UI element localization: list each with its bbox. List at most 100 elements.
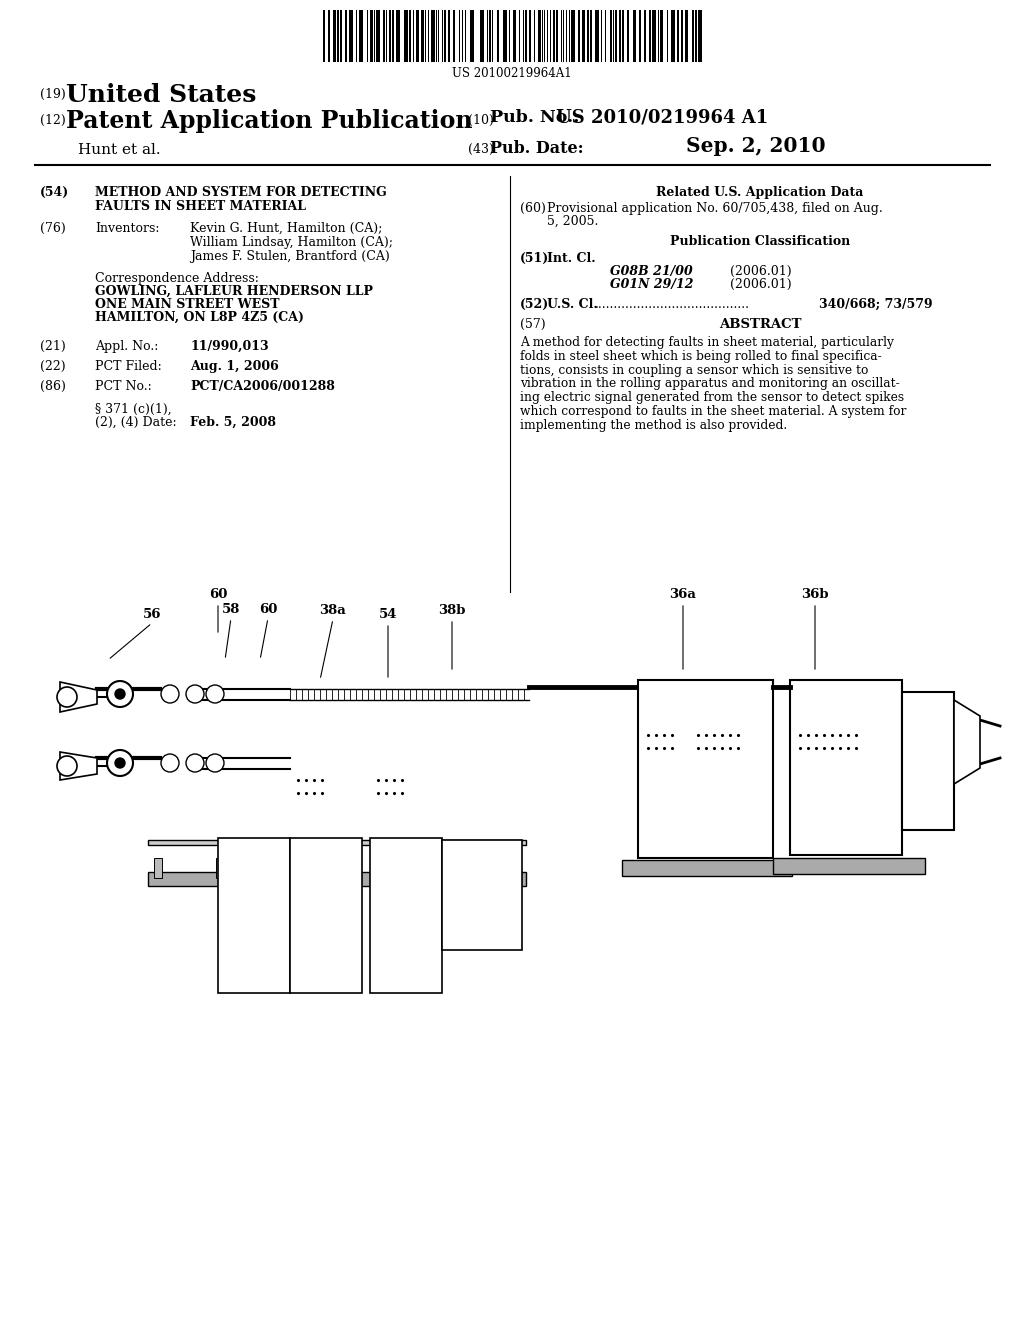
Text: G01N 29/12: G01N 29/12 [610,279,693,290]
Bar [449,11,451,62]
Bar [218,838,290,993]
Text: G08B 21/00: G08B 21/00 [610,265,693,279]
Text: (51): (51) [520,252,549,265]
Bar [692,11,694,62]
Bar [614,11,616,62]
Text: Sep. 2, 2010: Sep. 2, 2010 [686,136,825,156]
Text: (52): (52) [520,298,549,312]
Text: 58: 58 [222,603,241,616]
Text: Aug. 1, 2006: Aug. 1, 2006 [190,360,279,374]
Text: (60): (60) [520,202,546,215]
Bar [588,11,589,62]
Text: Provisional application No. 60/705,438, filed on Aug.: Provisional application No. 60/705,438, … [547,202,883,215]
Text: A method for detecting faults in sheet material, particularly: A method for detecting faults in sheet m… [520,337,894,348]
Bar [374,11,376,62]
Text: 11/990,013: 11/990,013 [190,341,268,352]
Text: ONE MAIN STREET WEST: ONE MAIN STREET WEST [95,298,280,312]
Text: 36b: 36b [801,587,828,601]
Bar [392,11,394,62]
Text: PCT Filed:: PCT Filed: [95,360,162,374]
Bar [290,838,362,993]
Bar [323,11,325,62]
Text: implementing the method is also provided.: implementing the method is also provided… [520,418,787,432]
Bar [442,840,522,950]
Bar [513,11,516,62]
Circle shape [161,754,179,772]
Bar [695,11,697,62]
Circle shape [106,681,133,708]
Text: ........................................: ........................................ [595,298,750,312]
Bar [627,11,629,62]
Bar [902,692,954,830]
Text: 36a: 36a [670,587,696,601]
Circle shape [206,685,224,704]
Text: (54): (54) [40,186,70,199]
Bar [359,11,362,62]
Bar [513,858,521,878]
Text: (21): (21) [40,341,66,352]
Bar [681,11,683,62]
Bar [620,11,622,62]
Text: Kevin G. Hunt, Hamilton (CA);: Kevin G. Hunt, Hamilton (CA); [190,222,382,235]
Text: (2), (4) Date:: (2), (4) Date: [95,416,176,429]
Text: 60: 60 [259,603,278,616]
Bar [431,11,435,62]
Bar [570,11,574,62]
Text: Pub. Date:: Pub. Date: [490,140,584,157]
Bar [677,11,679,62]
Text: United States: United States [66,83,256,107]
Bar [489,11,492,62]
Bar [383,11,385,62]
Bar [556,11,558,62]
Bar [396,11,399,62]
Text: Publication Classification: Publication Classification [670,235,850,248]
Bar [370,838,442,993]
Bar [148,840,526,845]
Bar [148,873,526,886]
Text: (57): (57) [520,318,546,331]
Text: Feb. 5, 2008: Feb. 5, 2008 [190,416,276,429]
Text: (86): (86) [40,380,66,393]
Circle shape [206,754,224,772]
Text: Related U.S. Application Data: Related U.S. Application Data [656,186,863,199]
Bar [698,11,702,62]
Bar [595,11,599,62]
Text: ABSTRACT: ABSTRACT [719,318,801,331]
Bar [328,11,330,62]
Circle shape [57,686,77,708]
Bar [337,11,339,62]
Text: Int. Cl.: Int. Cl. [547,252,596,265]
Polygon shape [60,682,97,711]
Text: Pub. No.:: Pub. No.: [490,110,580,125]
Text: FAULTS IN SHEET MATERIAL: FAULTS IN SHEET MATERIAL [95,201,306,213]
Bar [639,11,641,62]
Text: 38a: 38a [319,605,346,616]
Text: PCT/CA2006/001288: PCT/CA2006/001288 [190,380,335,393]
Text: Hunt et al.: Hunt et al. [78,143,161,157]
Bar [609,11,611,62]
Bar [623,11,625,62]
Polygon shape [60,752,97,780]
Bar [376,858,384,878]
Bar [470,11,474,62]
Bar [503,11,507,62]
Bar [547,11,549,62]
Text: US 20100219964A1: US 20100219964A1 [453,67,571,81]
Bar [333,11,336,62]
Text: which correspond to faults in the sheet material. A system for: which correspond to faults in the sheet … [520,405,906,418]
Text: William Lindsay, Hamilton (CA);: William Lindsay, Hamilton (CA); [190,236,393,249]
Text: (2006.01): (2006.01) [730,279,792,290]
Text: (12): (12) [40,114,66,127]
Text: Correspondence Address:: Correspondence Address: [95,272,259,285]
Text: vibration in the rolling apparatus and monitoring an oscillat-: vibration in the rolling apparatus and m… [520,378,900,391]
Circle shape [57,756,77,776]
Bar [454,11,456,62]
Text: (43): (43) [468,143,494,156]
Circle shape [115,758,125,768]
Bar [421,11,424,62]
Text: (19): (19) [40,88,66,102]
Bar [403,11,408,62]
Bar [578,11,580,62]
Bar [790,680,902,855]
Bar [410,11,412,62]
